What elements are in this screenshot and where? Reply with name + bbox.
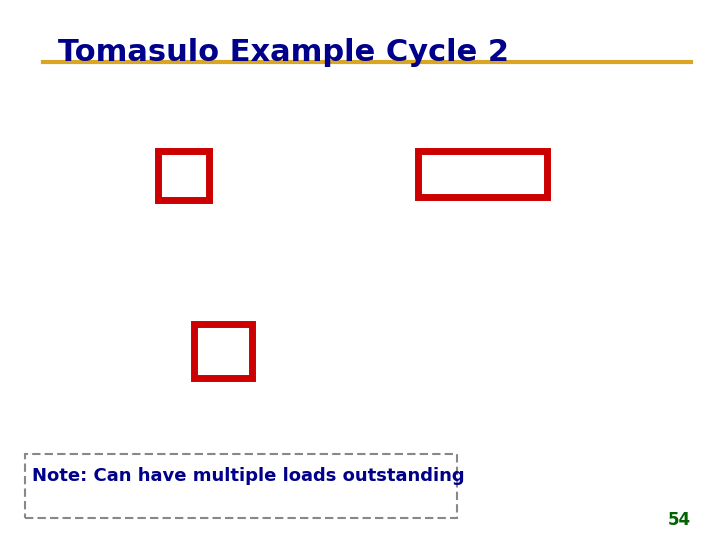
Text: Tomasulo Example Cycle 2: Tomasulo Example Cycle 2: [58, 38, 508, 67]
Text: 54: 54: [668, 511, 691, 529]
FancyBboxPatch shape: [194, 324, 252, 378]
FancyBboxPatch shape: [25, 454, 457, 518]
FancyBboxPatch shape: [418, 151, 547, 197]
FancyBboxPatch shape: [158, 151, 209, 200]
Text: Note: Can have multiple loads outstanding: Note: Can have multiple loads outstandin…: [32, 467, 465, 485]
